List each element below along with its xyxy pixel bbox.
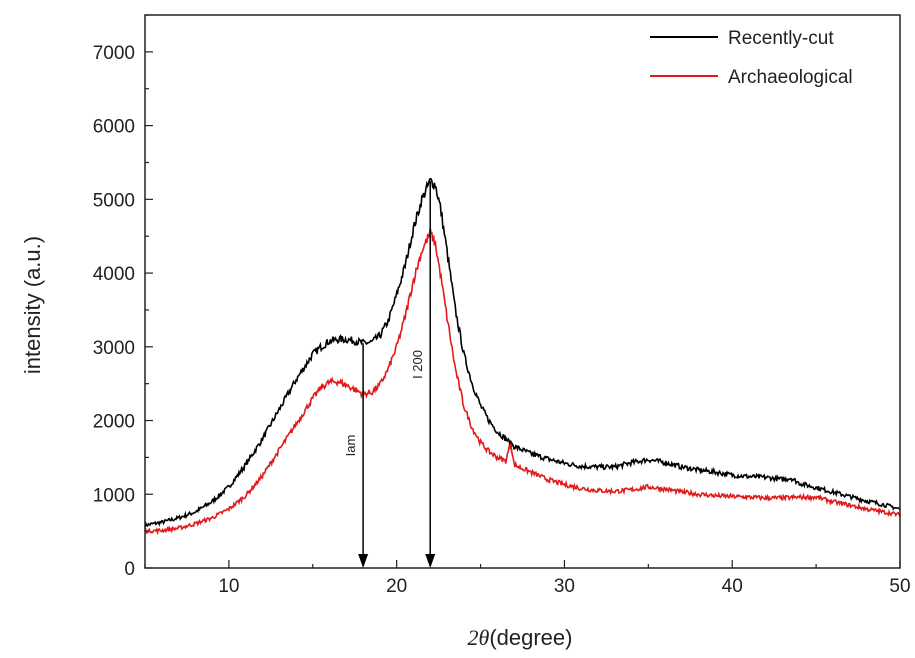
x-tick-label: 50 (889, 576, 910, 597)
y-tick-label: 4000 (93, 264, 135, 285)
annotation-layer: Iam I 200 (343, 180, 436, 568)
legend-label: Archaeological (728, 67, 853, 88)
annotation-label: I 200 (410, 350, 425, 379)
series-layer (144, 177, 901, 536)
y-tick-label: 7000 (93, 43, 135, 64)
x-tick-label: 10 (218, 576, 239, 597)
legend-label: Recently-cut (728, 28, 834, 49)
series-line-archaeological (144, 228, 901, 536)
x-tick-label: 40 (722, 576, 743, 597)
y-tick-label: 2000 (93, 412, 135, 433)
y-tick-label: 6000 (93, 117, 135, 138)
y-tick-label: 0 (124, 559, 135, 580)
plot-frame (144, 14, 901, 569)
x-tick-label: 20 (386, 576, 407, 597)
annotation-label: Iam (343, 435, 358, 457)
annotation-arrowhead (425, 554, 436, 568)
y-tick-label: 1000 (93, 485, 135, 506)
x-axis-unit: (degree) (489, 625, 572, 650)
x-tick-label: 30 (554, 576, 575, 597)
y-tick-label: 5000 (93, 190, 135, 211)
annotation-arrowhead (358, 554, 369, 568)
y-tick-label: 3000 (93, 338, 135, 359)
x-axis-symbol: 2θ (468, 625, 490, 650)
x-axis-title: 2θ(degree) (468, 625, 573, 650)
legend: Recently-cut Archaeological (650, 28, 853, 88)
axis-layer: 10 20 30 40 50 0 1000 2000 3000 4000 5000 6000 7000 (93, 14, 911, 597)
series-line-recently-cut (144, 177, 901, 528)
y-axis-title: intensity (a.u.) (20, 236, 45, 374)
